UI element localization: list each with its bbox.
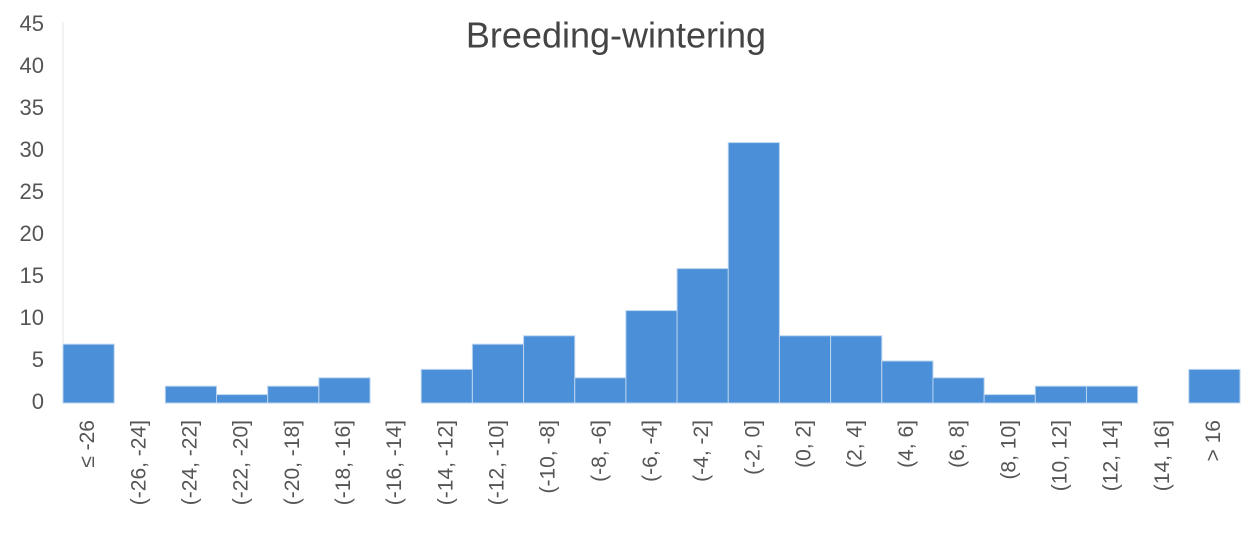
x-tick-label: (-20, -18] — [281, 420, 304, 505]
x-tick-label: (12, 14] — [1100, 420, 1123, 491]
x-tick-label: (-22, -20] — [230, 420, 253, 505]
x-tick-label: (-24, -22] — [178, 420, 201, 505]
bar — [574, 377, 627, 404]
bar — [932, 377, 985, 404]
bar — [676, 268, 729, 404]
bar — [216, 394, 269, 404]
bar — [1188, 368, 1241, 404]
y-tick-label: 5 — [32, 347, 44, 372]
y-tick-label: 30 — [20, 137, 44, 162]
x-tick-label: ≤ -26 — [76, 420, 99, 468]
x-tick-label: (14, 16] — [1151, 420, 1174, 491]
x-tick-label: (-4, -2] — [690, 420, 713, 482]
x-tick-label: (-6, -4] — [639, 420, 662, 482]
x-tick-label: (-14, -12] — [434, 420, 457, 505]
y-tick-label: 0 — [32, 389, 44, 414]
x-tick-label: (-8, -6] — [588, 420, 611, 482]
bar — [164, 385, 218, 404]
bar — [523, 335, 576, 404]
bar — [267, 385, 320, 404]
x-tick-label: (-12, -10] — [486, 420, 509, 505]
x-tick-label: (-10, -8] — [537, 420, 560, 494]
bar — [318, 377, 371, 404]
y-tick-label: 25 — [20, 179, 44, 204]
x-tick-label: (6, 8] — [946, 420, 969, 468]
chart-title: Breeding-wintering — [466, 15, 766, 56]
bar — [727, 142, 780, 404]
bar — [625, 310, 678, 404]
x-tick-label: (2, 4] — [844, 420, 867, 468]
x-tick-label: (4, 6] — [895, 420, 918, 468]
x-tick-label: (-26, -24] — [127, 420, 150, 505]
x-tick-label: (10, 12] — [1048, 420, 1071, 491]
bar — [1085, 385, 1139, 404]
y-tick-label: 15 — [20, 263, 44, 288]
y-tick-label: 40 — [20, 53, 44, 78]
bar — [1034, 385, 1087, 404]
bar — [983, 394, 1036, 404]
x-tick-label: (0, 2] — [793, 420, 816, 468]
y-tick-label: 20 — [20, 221, 44, 246]
bar — [471, 343, 525, 404]
x-tick-label: > 16 — [1202, 420, 1225, 461]
x-tick-label: (-18, -16] — [332, 420, 355, 505]
x-tick-label: (-2, 0] — [741, 420, 764, 475]
bar — [830, 335, 883, 404]
x-tick-label: (-16, -14] — [383, 420, 406, 505]
y-tick-label: 35 — [20, 95, 44, 120]
y-tick-label: 45 — [20, 11, 44, 36]
y-tick-label: 10 — [20, 305, 44, 330]
bar — [62, 343, 115, 404]
x-tick-label: (8, 10] — [997, 420, 1020, 480]
bar — [881, 360, 934, 404]
bar — [420, 368, 473, 404]
bar — [778, 335, 832, 404]
